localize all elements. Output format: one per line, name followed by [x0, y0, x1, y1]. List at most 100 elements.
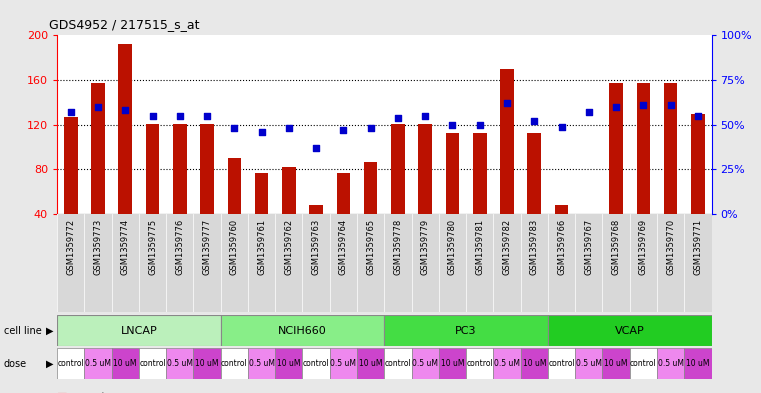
Bar [57, 214, 712, 312]
Text: control: control [466, 359, 493, 368]
Bar [282, 167, 296, 259]
Point [119, 107, 132, 114]
Text: 0.5 uM: 0.5 uM [330, 359, 356, 368]
Bar [57, 315, 221, 346]
Text: GSM1359783: GSM1359783 [530, 219, 539, 275]
Bar [630, 348, 657, 379]
Text: GSM1359778: GSM1359778 [393, 219, 403, 275]
Bar [309, 205, 323, 259]
Bar [384, 315, 548, 346]
Text: GSM1359775: GSM1359775 [148, 219, 157, 275]
Point [447, 122, 459, 128]
Bar [255, 173, 269, 259]
Point [174, 113, 186, 119]
Point [419, 113, 431, 119]
Text: GSM1359768: GSM1359768 [612, 219, 620, 275]
Bar [521, 348, 548, 379]
Text: 10 uM: 10 uM [523, 359, 546, 368]
Bar [412, 348, 439, 379]
Text: ■: ■ [57, 392, 68, 393]
Bar [548, 348, 575, 379]
Point [664, 102, 677, 108]
Bar [384, 348, 412, 379]
Point [501, 100, 513, 107]
Point [201, 113, 213, 119]
Bar [473, 132, 486, 259]
Text: 0.5 uM: 0.5 uM [412, 359, 438, 368]
Point [392, 114, 404, 121]
Bar [636, 83, 650, 259]
Bar [527, 132, 541, 259]
Point [283, 125, 295, 132]
Bar [548, 315, 712, 346]
Text: control: control [303, 359, 330, 368]
Point [365, 125, 377, 132]
Point [228, 125, 240, 132]
Text: 0.5 uM: 0.5 uM [85, 359, 111, 368]
Text: GSM1359767: GSM1359767 [584, 219, 594, 275]
Bar [248, 348, 275, 379]
Text: GSM1359765: GSM1359765 [366, 219, 375, 275]
Bar [575, 348, 603, 379]
Bar [336, 173, 350, 259]
Bar [391, 124, 405, 259]
Text: GSM1359766: GSM1359766 [557, 219, 566, 275]
Bar [139, 348, 166, 379]
Bar [419, 124, 432, 259]
Text: control: control [630, 359, 657, 368]
Text: NCIH660: NCIH660 [278, 325, 327, 336]
Point [528, 118, 540, 124]
Bar [684, 348, 712, 379]
Bar [466, 348, 493, 379]
Text: GSM1359769: GSM1359769 [639, 219, 648, 275]
Text: 0.5 uM: 0.5 uM [576, 359, 602, 368]
Point [637, 102, 649, 108]
Point [146, 113, 158, 119]
Text: GSM1359780: GSM1359780 [448, 219, 457, 275]
Bar [303, 348, 330, 379]
Point [610, 104, 622, 110]
Bar [119, 44, 132, 259]
Bar [446, 132, 460, 259]
Text: 10 uM: 10 uM [277, 359, 301, 368]
Text: GSM1359764: GSM1359764 [339, 219, 348, 275]
Bar [275, 348, 303, 379]
Point [473, 122, 486, 128]
Text: GSM1359779: GSM1359779 [421, 219, 430, 275]
Bar [145, 124, 159, 259]
Point [583, 109, 595, 116]
Text: GSM1359770: GSM1359770 [666, 219, 675, 275]
Point [692, 113, 704, 119]
Text: GSM1359781: GSM1359781 [476, 219, 484, 275]
Text: PC3: PC3 [455, 325, 477, 336]
Bar [493, 348, 521, 379]
Bar [500, 69, 514, 259]
Point [256, 129, 268, 135]
Text: control: control [548, 359, 575, 368]
Point [337, 127, 349, 133]
Bar [330, 348, 357, 379]
Bar [221, 348, 248, 379]
Text: GSM1359763: GSM1359763 [312, 219, 320, 275]
Text: 10 uM: 10 uM [113, 359, 137, 368]
Text: dose: dose [4, 358, 27, 369]
Text: 10 uM: 10 uM [196, 359, 219, 368]
Bar [57, 348, 84, 379]
Text: 0.5 uM: 0.5 uM [658, 359, 683, 368]
Bar [357, 348, 384, 379]
Bar [582, 250, 596, 259]
Bar [691, 114, 705, 259]
Bar [364, 162, 377, 259]
Text: control: control [384, 359, 411, 368]
Point [310, 145, 322, 151]
Text: VCAP: VCAP [615, 325, 645, 336]
Bar [166, 348, 193, 379]
Bar [657, 348, 684, 379]
Text: LNCAP: LNCAP [120, 325, 158, 336]
Text: GSM1359777: GSM1359777 [202, 219, 212, 275]
Text: control: control [221, 359, 247, 368]
Point [65, 109, 77, 116]
Text: GSM1359776: GSM1359776 [175, 219, 184, 275]
Text: control: control [139, 359, 166, 368]
Bar [84, 348, 112, 379]
